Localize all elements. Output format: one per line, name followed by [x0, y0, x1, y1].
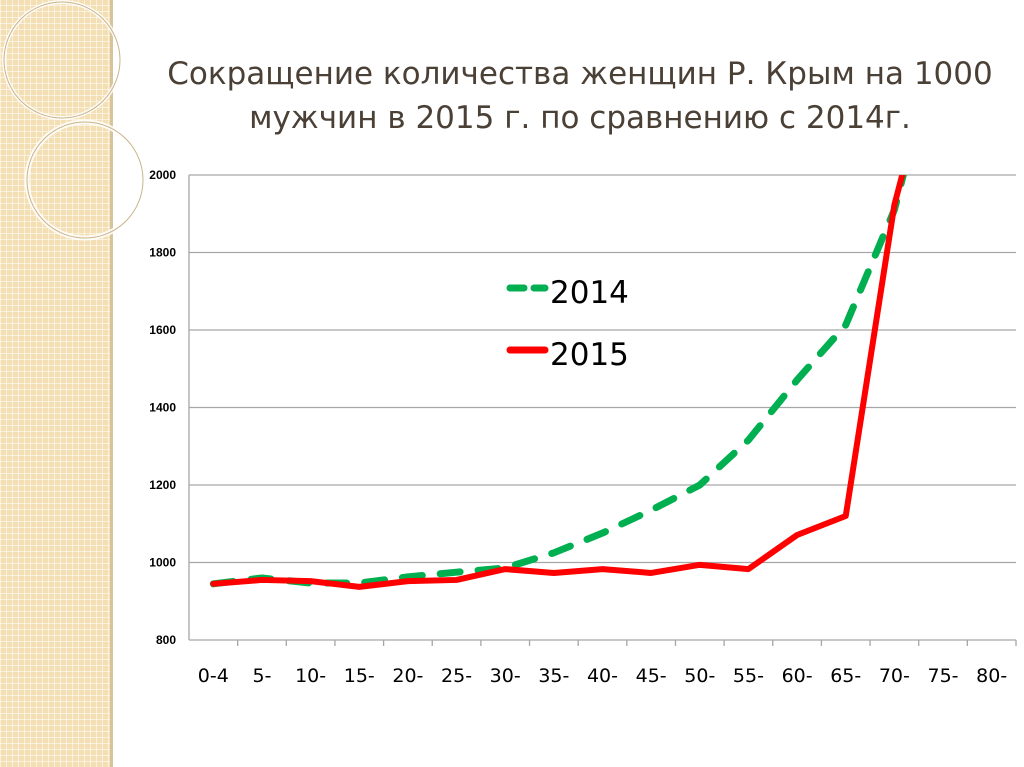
x-tick-label: 10- [295, 665, 326, 687]
y-tick-label: 1200 [149, 478, 176, 492]
decor-circle-outline [3, 1, 121, 119]
x-tick-label: 65- [830, 665, 861, 687]
x-tick-label: 35- [538, 665, 569, 687]
x-tick-label: 75- [928, 665, 959, 687]
x-tick-label: 70- [879, 665, 910, 687]
x-tick-label: 80- [976, 665, 1007, 687]
x-tick-label: 15- [344, 665, 375, 687]
y-tick-label: 1400 [149, 401, 176, 415]
y-tick-label: 2000 [149, 168, 176, 182]
y-tick-label: 1800 [149, 246, 176, 260]
strip-divider [110, 0, 113, 767]
y-tick-label: 1600 [149, 323, 176, 337]
x-tick-label: 30- [490, 665, 521, 687]
x-tick-label: 40- [587, 665, 618, 687]
x-tick-label: 55- [733, 665, 764, 687]
x-tick-label: 0-4 [198, 665, 229, 687]
x-tick-label: 20- [392, 665, 423, 687]
x-tick-label: 50- [684, 665, 715, 687]
x-tick-label: 60- [782, 665, 813, 687]
legend-label: 2015 [550, 337, 629, 373]
x-tick-label: 5- [252, 665, 271, 687]
x-tick-label: 25- [441, 665, 472, 687]
y-tick-label: 800 [156, 633, 176, 647]
x-tick-label: 45- [636, 665, 667, 687]
chart-title: Сокращение количества женщин Р. Крым на … [167, 56, 993, 136]
series-line-2015 [210, 175, 906, 590]
decorative-circles [2, 0, 146, 241]
decor-circle-outline [26, 121, 144, 239]
y-tick-label: 1000 [149, 556, 176, 570]
legend-label: 2014 [550, 275, 629, 311]
